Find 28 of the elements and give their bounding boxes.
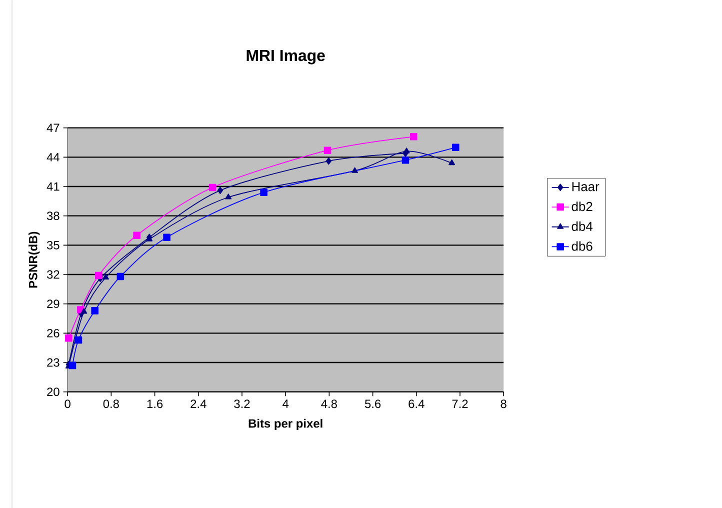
- y-tick-label: 23: [47, 358, 60, 367]
- x-tick-label: 0.8: [103, 399, 119, 408]
- y-tick-label: 20: [47, 387, 60, 396]
- y-tick-label: 38: [46, 211, 60, 220]
- x-tick-label: 4: [282, 399, 289, 408]
- y-tick-label: 32: [46, 270, 60, 279]
- y-tick-label: 47: [46, 124, 60, 132]
- legend-label: db4: [572, 221, 593, 231]
- x-tick-label: 2.4: [190, 399, 206, 408]
- legend-label: db6: [572, 241, 592, 251]
- x-tick-label: 4.8: [321, 399, 337, 408]
- x-tick-label: 3.2: [234, 399, 250, 408]
- chart-title: MRI Image: [246, 50, 325, 64]
- x-axis-title: Bits per pixel: [248, 418, 322, 430]
- y-axis-title: PSNR(dB): [28, 232, 40, 288]
- y-tick-label: 44: [46, 152, 60, 162]
- x-tick-label: 7.2: [452, 399, 468, 408]
- x-tick-label: 5.6: [364, 399, 381, 408]
- x-tick-label: 6.4: [408, 399, 424, 408]
- y-tick-label: 41: [46, 182, 60, 190]
- legend-label: db2: [572, 201, 592, 211]
- y-tick-label: 26: [47, 328, 60, 338]
- legend-label: Haar: [572, 182, 600, 192]
- x-tick-label: 1.6: [147, 399, 163, 408]
- y-tick-label: 35: [46, 240, 60, 250]
- y-tick-label: 29: [47, 299, 60, 308]
- x-tick-label: 8: [500, 399, 506, 408]
- x-tick-label: 0: [64, 399, 70, 408]
